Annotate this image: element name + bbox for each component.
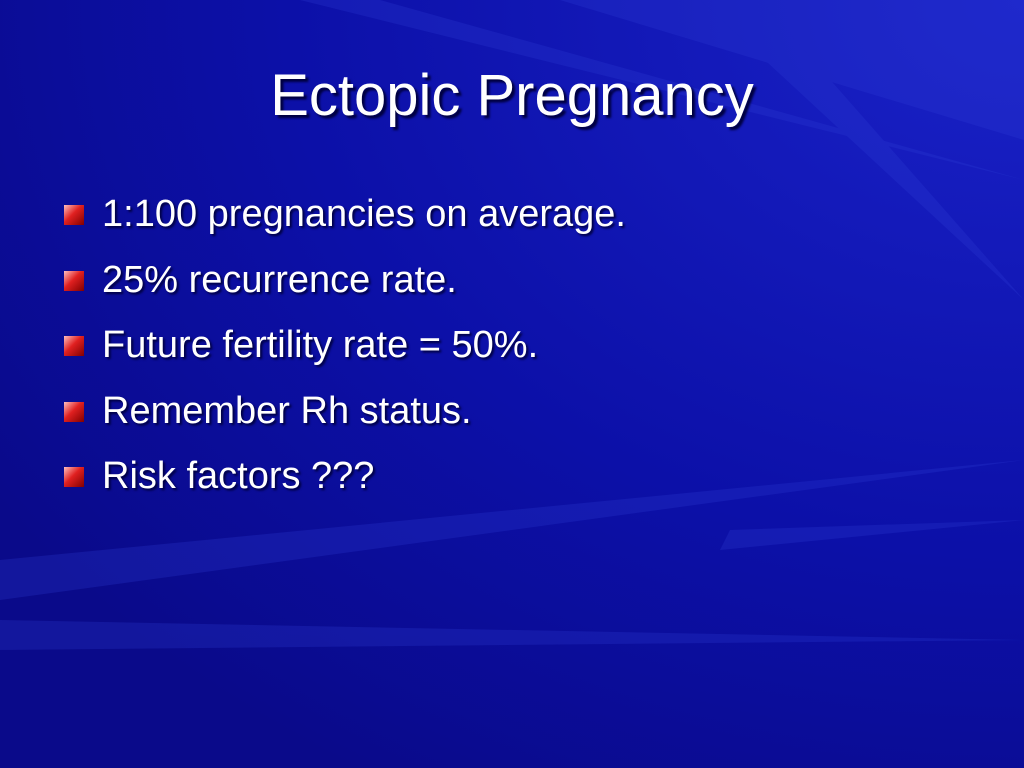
bullet-item: Risk factors ??? [62,450,626,516]
bullet-icon [64,467,84,487]
bullet-list: 1:100 pregnancies on average. 25% recurre… [62,188,626,516]
slide-title: Ectopic Pregnancy [270,63,754,128]
bullet-text: Remember Rh status. [102,389,472,432]
bullet-item: Future fertility rate = 50%. [62,319,626,385]
bullet-icon [64,270,84,291]
bullet-icon [64,401,84,422]
bullet-item: 25% recurrence rate. [62,254,626,320]
bullet-text: 25% recurrence rate. [102,258,457,301]
bullet-text: Risk factors ??? [102,455,375,497]
bullet-item: Remember Rh status. [62,385,626,451]
bullet-icon [64,205,84,225]
bullet-text: Future fertility rate = 50%. [102,324,539,366]
bullet-icon [64,336,84,356]
bullet-text: 1:100 pregnancies on average. [102,193,626,235]
bullet-item: 1:100 pregnancies on average. [62,188,626,254]
